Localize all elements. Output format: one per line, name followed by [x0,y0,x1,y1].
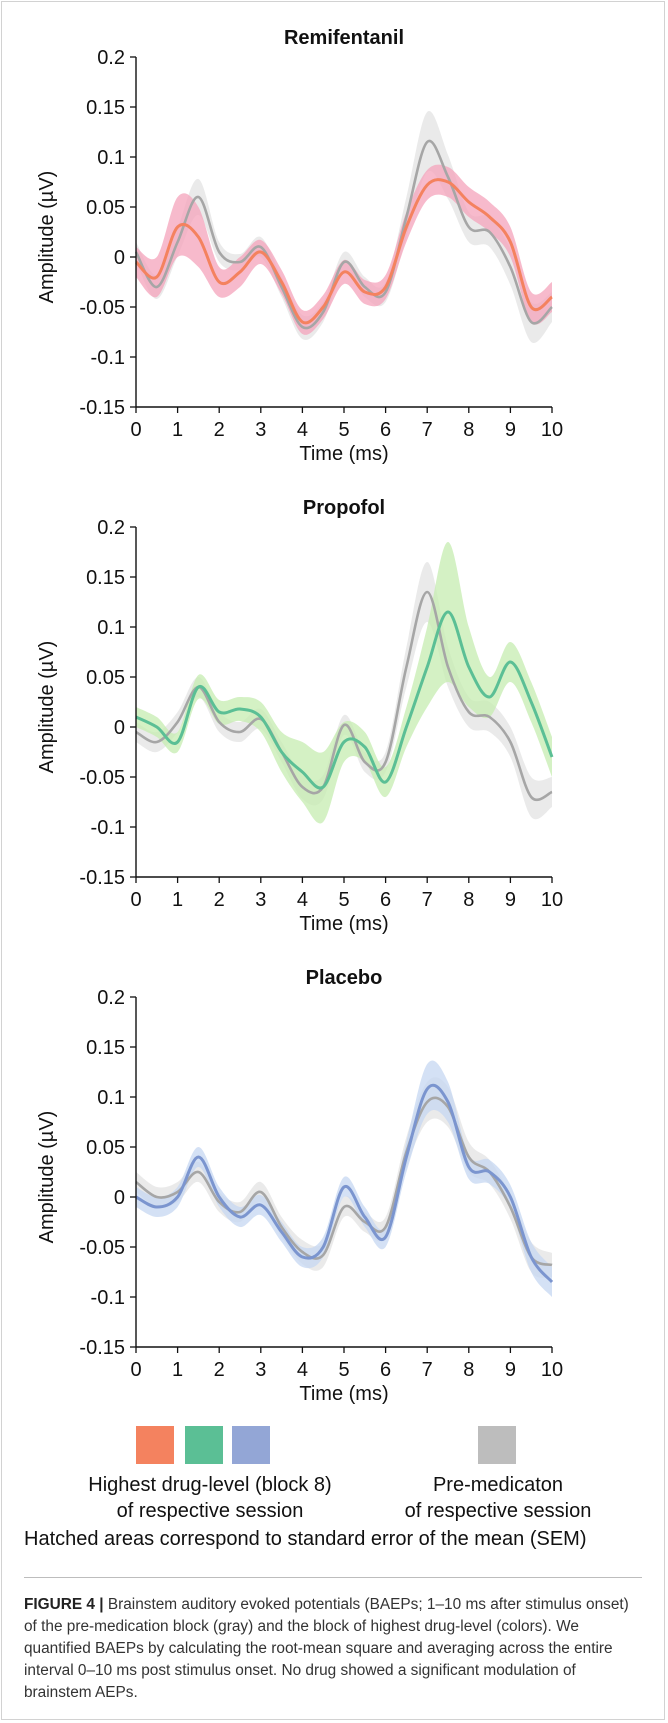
x-tick-label: 7 [422,1359,433,1381]
x-tick-label: 3 [255,1359,266,1381]
caption-label: FIGURE 4 | [24,1596,104,1613]
x-tick-label: 0 [130,1359,141,1381]
y-tick-label: 0.15 [86,1037,125,1059]
y-tick-label: 0.15 [86,97,125,119]
legend-drug-line2: of respective session [116,1500,304,1522]
x-tick-label: 6 [380,1359,391,1381]
series-line-pre-medication [134,139,553,330]
chart-title: Placebo [306,967,383,989]
x-tick-label: 1 [172,1359,183,1381]
y-tick-label: 0.05 [86,667,125,689]
y-axis-label: Amplitude (µV) [36,641,58,774]
y-tick-label: 0 [114,717,125,739]
y-tick-label: 0.2 [97,987,125,1009]
y-tick-label: -0.05 [79,767,125,789]
y-tick-label: 0.05 [86,197,125,219]
chart-title: Propofol [303,497,385,519]
caption-divider [24,1577,642,1578]
y-axis-label: Amplitude (µV) [36,171,58,304]
y-tick-label: 0.1 [97,147,125,169]
x-tick-label: 4 [297,1359,308,1381]
y-tick-label: -0.15 [79,1337,125,1359]
legend-swatch-propofol [185,1426,223,1464]
x-tick-label: 0 [130,419,141,441]
chart-title: Remifentanil [284,27,404,49]
y-tick-label: 0 [114,247,125,269]
x-tick-label: 3 [255,419,266,441]
x-tick-label: 10 [541,1359,563,1381]
y-tick-label: 0.05 [86,1137,125,1159]
x-tick-label: 9 [505,1359,516,1381]
series-line-pre-medication [135,1096,553,1267]
y-tick-label: 0.15 [86,567,125,589]
sem-band-drug [136,1060,552,1297]
series-line-drug [135,1083,554,1284]
x-tick-label: 6 [380,889,391,911]
legend-swatch-remifentanil [136,1426,174,1464]
x-tick-label: 2 [214,419,225,441]
legend-pre-line1: Pre-medicaton [432,1474,564,1496]
x-tick-label: 1 [172,419,183,441]
legend-drug-text: Highest drug-level (block 8) of respecti… [40,1472,380,1524]
x-tick-label: 3 [255,889,266,911]
series-line-pre-medication [135,590,553,802]
x-axis-label: Time (ms) [299,443,388,465]
x-tick-label: 8 [463,1359,474,1381]
legend-swatch-pre-medication [478,1426,516,1464]
x-tick-label: 7 [422,419,433,441]
chart-remifentanil: Remifentanil 0.2 0.15 0.1 0.05 0 -0.05 -0.1 -0.1… [36,27,563,465]
x-tick-label: 0 [130,889,141,911]
sem-note: Hatched areas correspond to standard err… [24,1528,587,1550]
x-tick-label: 8 [463,419,474,441]
x-tick-label: 5 [338,419,349,441]
y-tick-label: -0.1 [91,1287,125,1309]
x-tick-label: 7 [422,889,433,911]
x-tick-label: 1 [172,889,183,911]
y-axis-label: Amplitude (µV) [36,1111,58,1244]
y-tick-label: -0.1 [91,347,125,369]
series-line-drug [135,610,554,790]
x-tick-label: 10 [541,419,563,441]
x-tick-label: 4 [297,419,308,441]
x-tick-label: 10 [541,889,563,911]
y-tick-label: -0.15 [79,867,125,889]
x-tick-label: 5 [338,889,349,911]
x-tick-label: 9 [505,419,516,441]
legend: Highest drug-level (block 8) of respecti… [0,1420,668,1570]
x-tick-label: 5 [338,1359,349,1381]
y-tick-label: 0.1 [97,1087,125,1109]
y-tick-label: 0 [114,1187,125,1209]
y-tick-label: -0.05 [79,1237,125,1259]
x-tick-label: 2 [214,889,225,911]
figure-caption: FIGURE 4 | Brainstem auditory evoked pot… [24,1594,644,1704]
caption-text: Brainstem auditory evoked potentials (BA… [24,1596,629,1701]
legend-pre-line2: of respective session [404,1500,592,1522]
x-tick-label: 4 [297,889,308,911]
sem-band-drug [136,542,552,824]
x-axis-label: Time (ms) [299,913,388,935]
y-tick-label: -0.15 [79,397,125,419]
y-tick-label: 0.2 [97,47,125,69]
y-tick-label: 0.2 [97,517,125,539]
y-tick-label: -0.1 [91,817,125,839]
x-tick-label: 2 [214,1359,225,1381]
y-tick-label: 0.1 [97,617,125,639]
series-line-drug [134,178,553,325]
legend-swatch-placebo [232,1426,270,1464]
x-tick-label: 8 [463,889,474,911]
x-tick-label: 6 [380,419,391,441]
y-tick-label: -0.05 [79,297,125,319]
legend-drug-line1: Highest drug-level (block 8) [88,1474,332,1496]
x-tick-label: 9 [505,889,516,911]
legend-pre-text: Pre-medicaton of respective session [360,1472,636,1524]
x-axis-label: Time (ms) [299,1383,388,1405]
